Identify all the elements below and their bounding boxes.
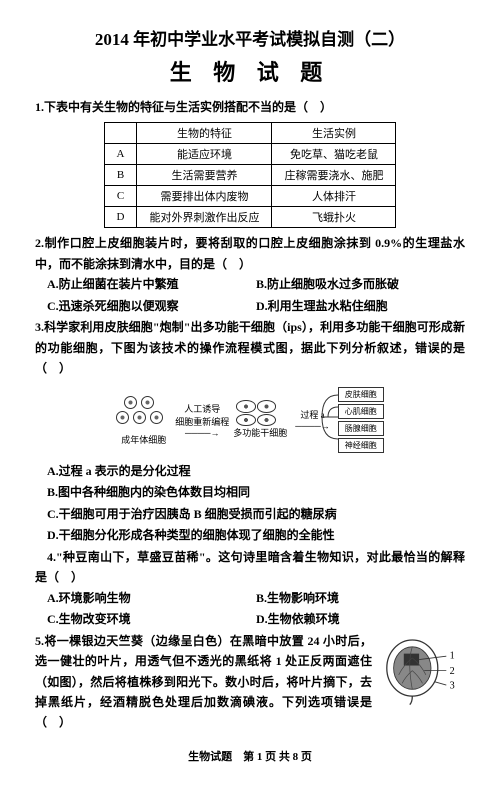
q1-table: 生物的特征生活实例 A能适应环境免吃草、猫吃老鼠 B生活需要营养庄稼需要浇水、施…: [104, 122, 397, 228]
subject-title: 生 物 试 题: [35, 55, 465, 87]
page-footer: 生物试题 第 1 页 共 8 页: [35, 748, 465, 764]
question-3: 3.科学家利用皮肤细胞"炮制"出多功能干细胞（ips），利用多功能干细胞可形成新…: [35, 317, 465, 378]
svg-text:3: 3: [450, 680, 455, 691]
question-1: 1.下表中有关生物的特征与生活实例搭配不当的是（ ）: [35, 97, 465, 117]
q3-options: A.过程 a 表示的是分化过程 B.图中各种细胞内的染色体数目均相同 C.干细胞…: [35, 461, 465, 547]
q2-options: A.防止细菌在装片中繁殖B.防止细胞吸水过多而胀破 C.迅速杀死细胞以便观察D.…: [35, 274, 465, 317]
leaf-diagram: 1 2 3: [380, 631, 465, 711]
svg-text:1: 1: [450, 651, 455, 662]
q3-diagram: 成年体细胞 人工诱导 细胞重新编程 ────→ 多功能干细胞 过程 a ────…: [35, 387, 465, 453]
question-2: 2.制作口腔上皮细胞装片时，要将刮取的口腔上皮细胞涂抹到 0.9%的生理盐水中，…: [35, 233, 465, 274]
q4-options: A.环境影响生物B.生物影响环境 C.生物改变环境D.生物依赖环境: [35, 588, 465, 631]
svg-text:2: 2: [450, 666, 455, 677]
exam-title: 2014 年初中学业水平考试模拟自测（二）: [35, 25, 465, 50]
question-4: 4."种豆南山下，草盛豆苗稀"。这句诗里暗含着生物知识，对此最恰当的解释是（ ）: [35, 547, 465, 588]
